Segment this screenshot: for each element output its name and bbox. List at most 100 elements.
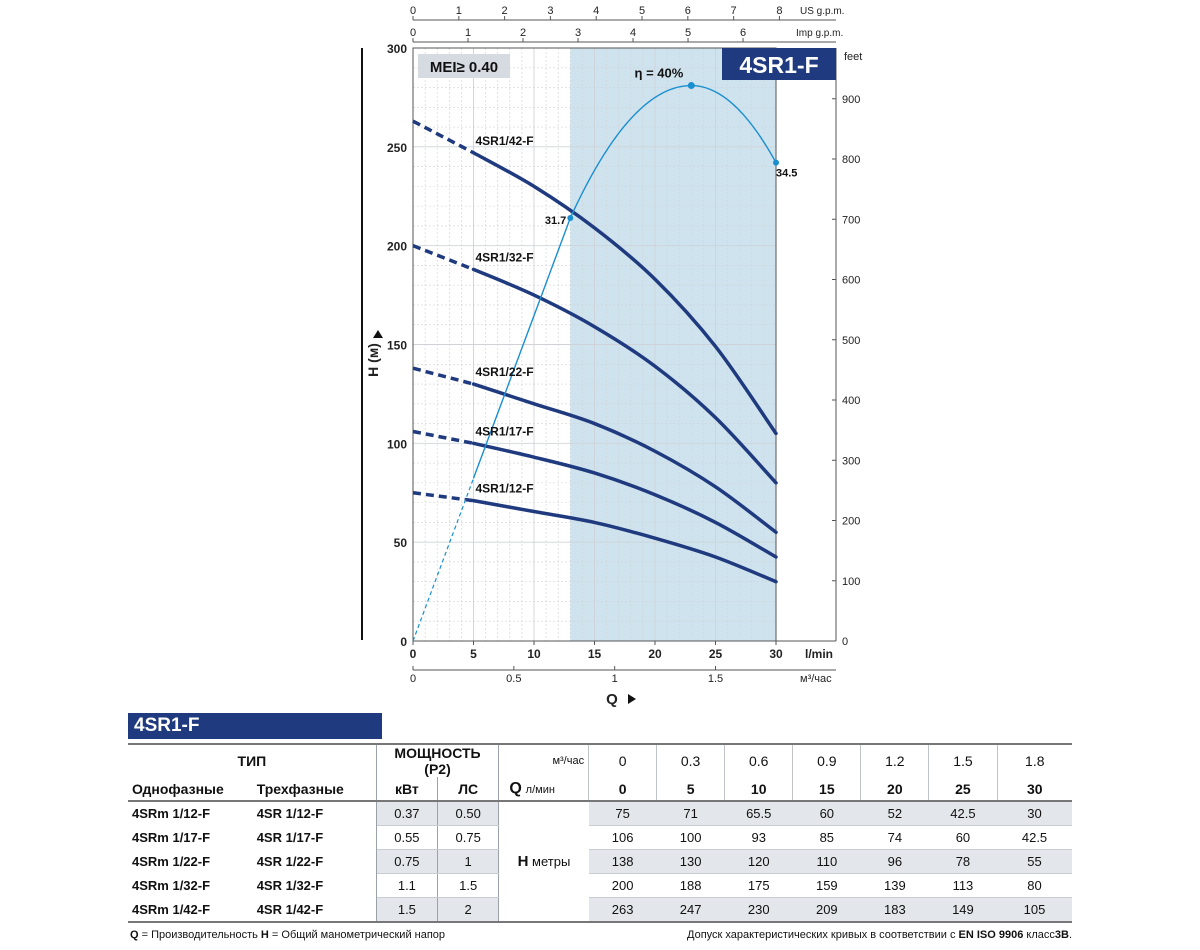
head-value: 42.5 (997, 825, 1072, 850)
us-gpm-tick-label: 6 (685, 5, 691, 17)
us-gpm-unit-label: US g.p.m. (800, 6, 844, 17)
feet-tick-label: 700 (842, 214, 860, 226)
x-axis-label: Q (606, 691, 618, 708)
series-line (471, 498, 778, 584)
power-kw: 0.37 (376, 800, 439, 826)
single-phase-model: 4SRm 1/12-F (128, 800, 253, 826)
feet-tick-label: 300 (842, 455, 860, 467)
x-unit-label: l/min (805, 647, 833, 661)
feet-tick-label: 900 (842, 94, 860, 106)
series-dashed-segment (412, 429, 474, 446)
table-row: 4SRm 1/22-F 4SR 1/22-F 0.75 1 138 130 12… (128, 849, 1072, 874)
table-row: 4SRm 1/42-F 4SR 1/42-F 1.5 2 263 247 230… (128, 897, 1072, 923)
lmin-unit-label: л/мин (525, 783, 555, 796)
single-phase-header: Однофазные (132, 780, 224, 797)
y-tick-label: 150 (387, 339, 407, 353)
head-value: 78 (928, 849, 998, 874)
chart-title: 4SR1-F (739, 52, 818, 78)
feet-tick-label: 500 (842, 335, 860, 347)
title-badge (722, 48, 836, 80)
x-tick-label: 20 (648, 647, 662, 661)
m3-tick-label: 0 (410, 673, 416, 685)
head-value: 42.5 (928, 800, 998, 826)
y-tick-label: 0 (400, 635, 407, 649)
series-label: 4SR1/12-F (476, 482, 534, 496)
head-value: 106 (588, 825, 657, 850)
head-value: 75 (588, 800, 657, 826)
head-value: 175 (724, 873, 793, 898)
pump-curves (412, 82, 779, 642)
imp-gpm-tick-label: 1 (465, 27, 471, 39)
flow-m3-0: 0 (588, 743, 657, 777)
three-phase-model: 4SR 1/22-F (252, 849, 377, 874)
x-tick-label: 25 (709, 647, 723, 661)
us-gpm-tick-label: 5 (639, 5, 645, 17)
footer-legend: Q = Производительность H = Общий маномет… (130, 929, 445, 941)
head-value: 80 (997, 873, 1072, 898)
series-dashed-segment (412, 366, 474, 386)
imp-gpm-tick-label: 2 (520, 27, 526, 39)
imp-gpm-unit-label: Imp g.p.m. (796, 28, 843, 39)
head-value: 159 (792, 873, 861, 898)
power-kw: 1.1 (376, 873, 439, 898)
efficiency-point-label: 34.5 (776, 168, 797, 180)
head-value: 247 (656, 897, 725, 923)
x-tick-label: 5 (470, 647, 477, 661)
flow-m3-4: 1.2 (860, 743, 929, 777)
series-line (471, 151, 778, 436)
flow-m3-5: 1.5 (928, 743, 998, 777)
y-axis-arrow-icon (373, 330, 383, 338)
x-tick-label: 30 (769, 647, 783, 661)
imp-gpm-tick-label: 5 (685, 27, 691, 39)
x-tick-label: 10 (527, 647, 541, 661)
head-value: 263 (588, 897, 657, 923)
head-value: 74 (860, 825, 929, 850)
flow-lmin-4: 20 (860, 777, 929, 801)
flow-lmin-2: 10 (724, 777, 793, 801)
power-hp: 0.75 (437, 825, 500, 850)
power-kw: 0.55 (376, 825, 439, 850)
head-value: 30 (997, 800, 1072, 826)
table-row: 4SRm 1/17-F 4SR 1/17-F 0.55 0.75 106 100… (128, 825, 1072, 850)
y-tick-label: 100 (387, 437, 407, 451)
series-line (471, 382, 778, 535)
series-label: 4SR1/17-F (476, 424, 534, 438)
table-row: 4SRm 1/12-F 4SR 1/12-F 0.37 0.50 H метры… (128, 800, 1072, 922)
x-tick-label: 0 (410, 647, 417, 661)
m3-tick-label: 1.5 (708, 673, 723, 685)
three-phase-model: 4SR 1/42-F (252, 897, 377, 922)
three-phase-model: 4SR 1/32-F (252, 873, 377, 898)
us-gpm-tick-label: 2 (502, 5, 508, 17)
m3-unit-label: м³/час (800, 673, 832, 685)
power-kw: 0.75 (376, 849, 439, 874)
footer-h-desc: = Общий манометрический напор (268, 929, 446, 941)
flow-m3-3: 0.9 (792, 743, 861, 777)
head-value: 65.5 (724, 800, 793, 826)
efficiency-point-label: 31.7 (545, 215, 566, 227)
head-value: 200 (588, 873, 657, 898)
single-phase-model: 4SRm 1/22-F (132, 854, 211, 869)
head-value: 96 (860, 849, 929, 874)
three-phase-model: 4SR 1/12-F (252, 800, 377, 826)
head-value: 71 (656, 800, 725, 826)
head-value: 110 (792, 849, 861, 874)
head-value: 100 (656, 825, 725, 850)
efficiency-point (773, 159, 779, 166)
x-tick-label: 15 (588, 647, 602, 661)
head-value: 120 (724, 849, 793, 874)
footer-q-key: Q (130, 929, 139, 941)
footer-end: . (1068, 929, 1072, 941)
efficiency-point (567, 214, 574, 221)
efficiency-peak-label: η = 40% (635, 66, 684, 81)
imp-gpm-tick-label: 0 (410, 27, 416, 39)
series-dashed-segment (412, 244, 475, 272)
grid (412, 47, 777, 642)
us-gpm-tick-label: 7 (731, 5, 737, 17)
us-gpm-tick-label: 8 (776, 5, 782, 17)
table-header-row-2: Однофазные Трехфазные кВт ЛС Q л/мин 0 5… (128, 777, 1072, 801)
feet-tick-label: 100 (842, 576, 860, 588)
table-header-row-1: ТИП МОЩНОСТЬ (P2) м³/час 0 0.3 0.6 0.9 1… (128, 743, 1072, 777)
single-phase-model: 4SRm 1/42-F (132, 901, 211, 917)
feet-tick-label: 400 (842, 395, 860, 407)
